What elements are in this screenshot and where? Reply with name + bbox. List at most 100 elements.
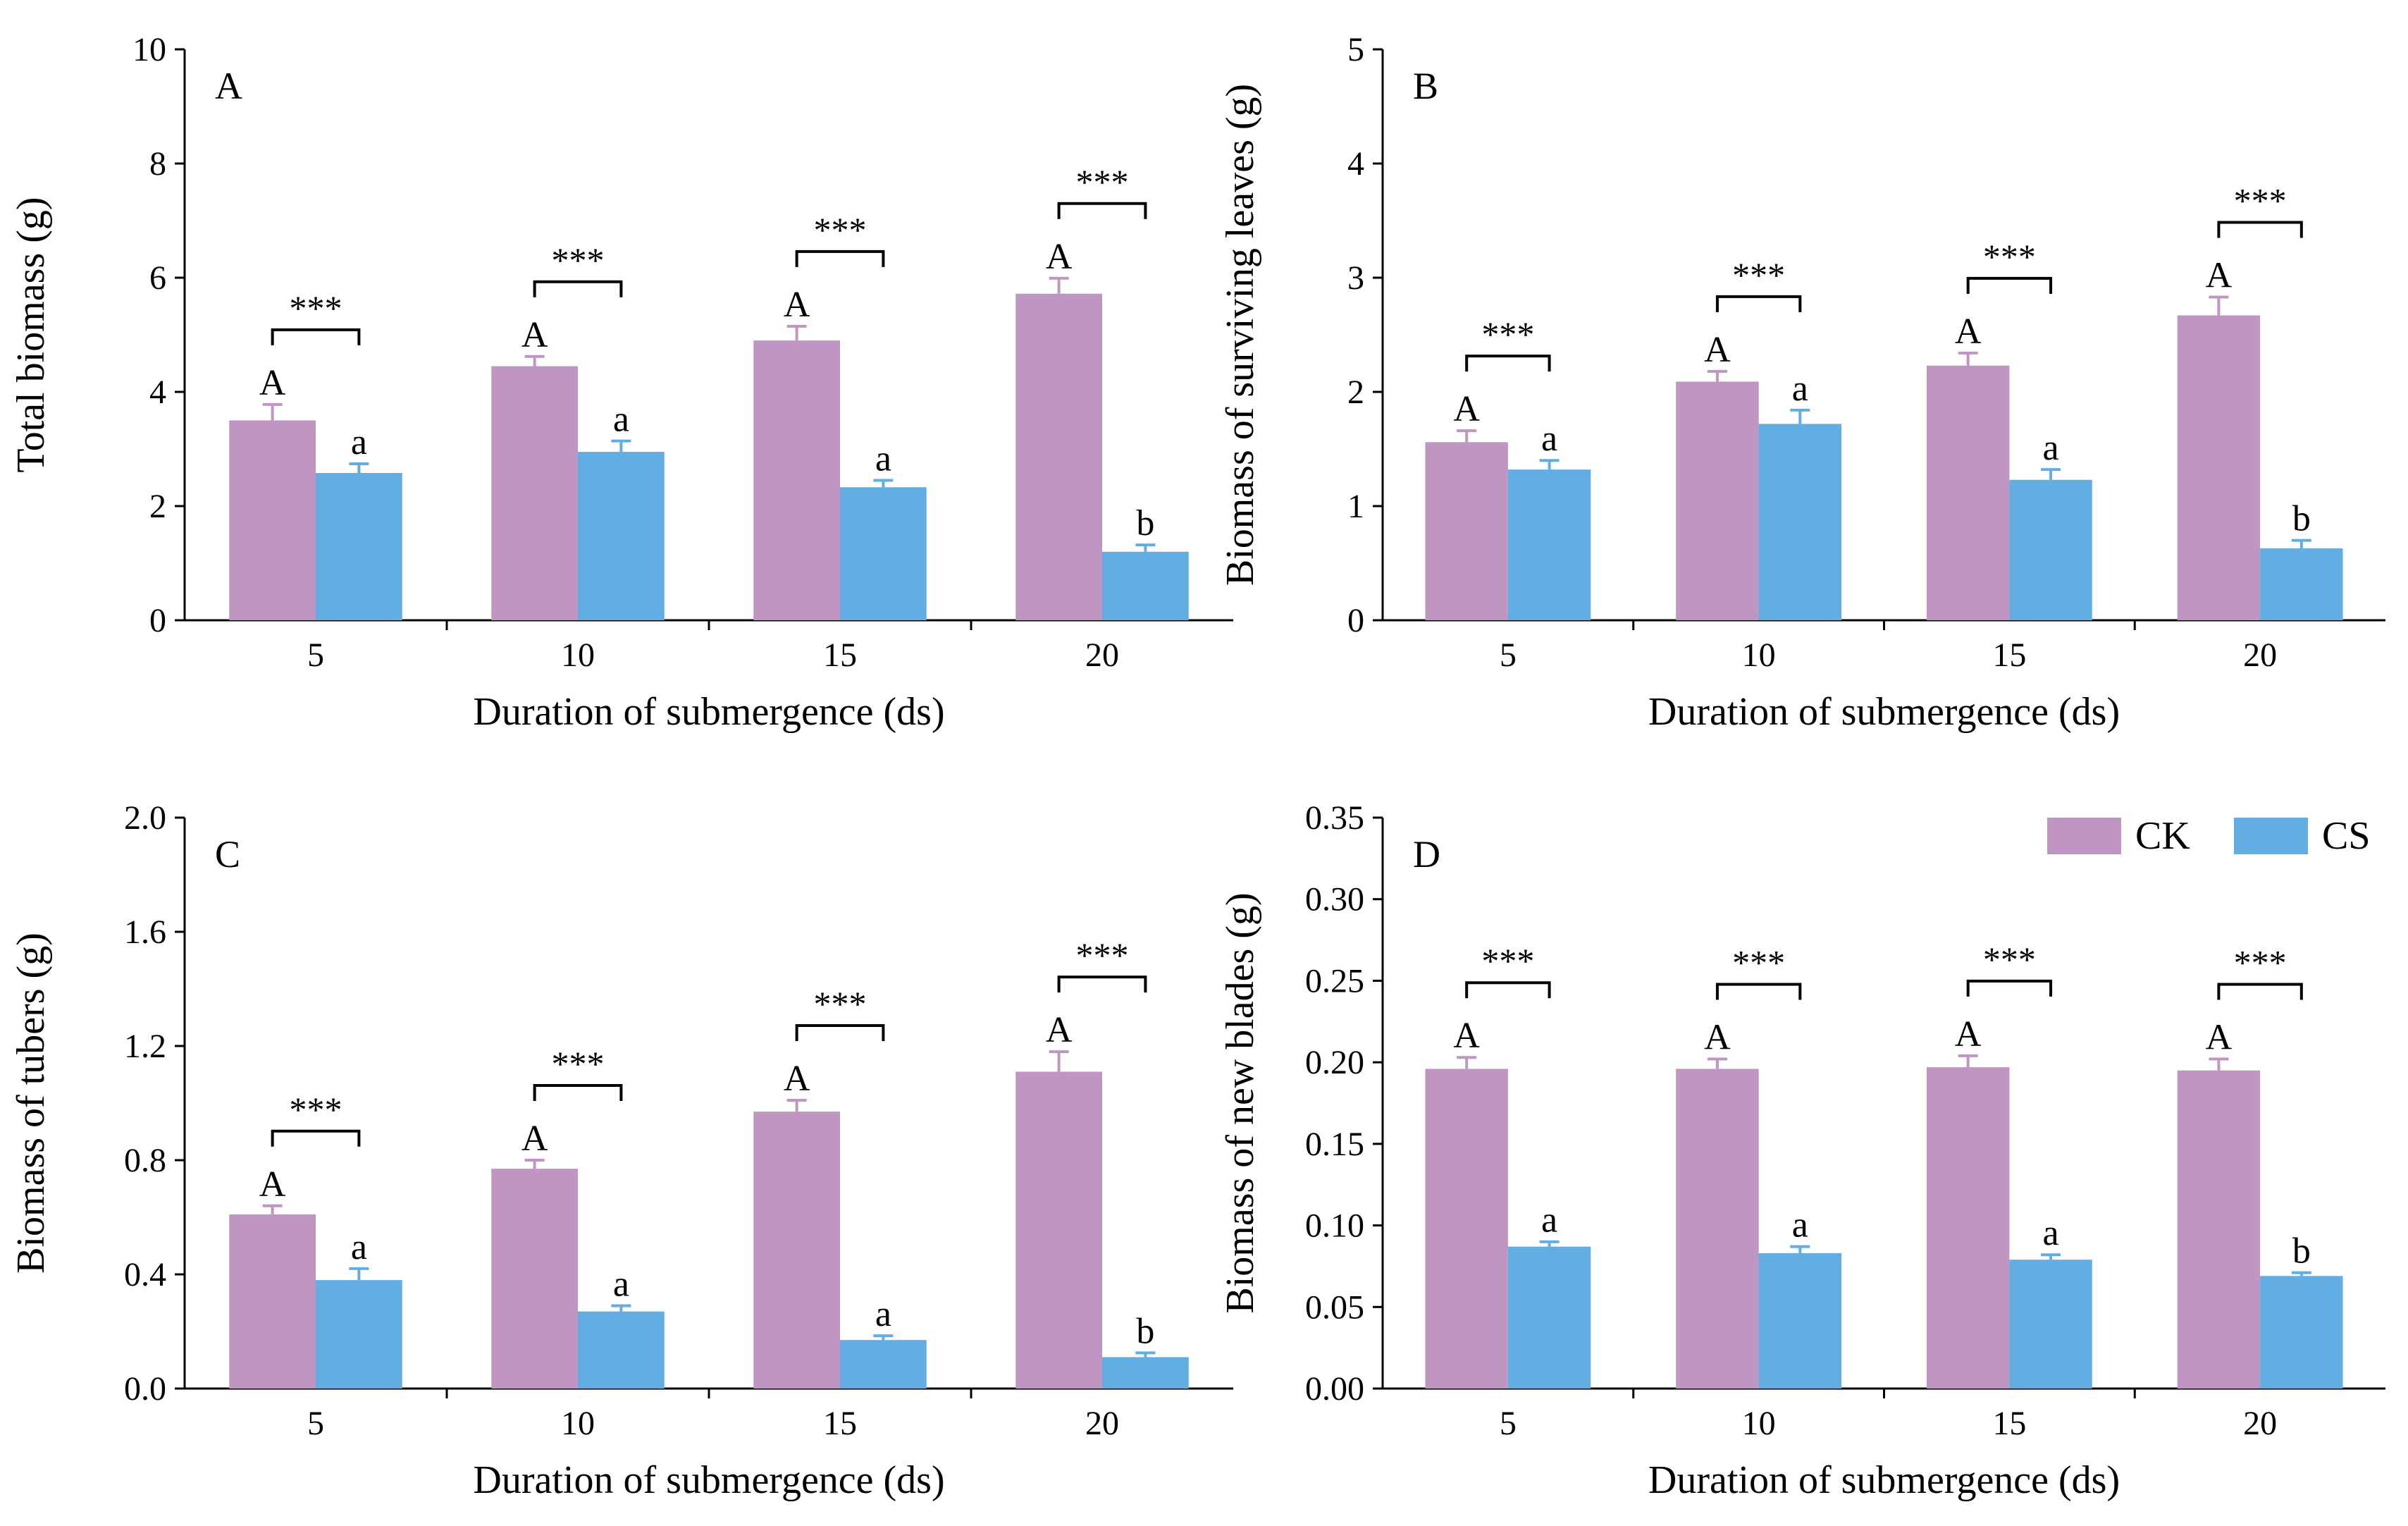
panel-a-significance-bracket: [1057, 202, 1147, 219]
panel-c-bar-cs-10: [578, 1311, 665, 1389]
panel-a-x-axis-label: Duration of submergence (ds): [473, 690, 944, 734]
panel-b-letter-ck: A: [1453, 389, 1480, 429]
panel-b-significance-bracket: [1715, 295, 1802, 312]
panel-a-letter-ck: A: [521, 315, 548, 355]
panel-a-letter-cs: a: [351, 422, 367, 462]
panel-c-letter-ck: A: [259, 1164, 286, 1205]
panel-b-letter-cs: a: [1792, 369, 1808, 409]
panel-c-x-tick-label: 10: [561, 1405, 595, 1442]
panel-d-letter-ck: A: [1453, 1016, 1480, 1056]
panel-c-letter-cs: b: [1136, 1311, 1154, 1351]
panel-c-significance-bracket: [795, 1023, 885, 1041]
panel-c-x-tick-label: 15: [823, 1405, 857, 1442]
panel-b-y-tick-label: 1: [1347, 488, 1364, 525]
panel-a-significance-bracket: [533, 280, 623, 297]
panel-a-bar-ck-10: [491, 366, 578, 620]
panel-b-y-tick-label: 2: [1347, 374, 1364, 411]
panel-c-significance-bracket: [1057, 976, 1147, 993]
panel-d-significance-label: ***: [1983, 940, 2036, 979]
panel-a: 02468105Aa***10Aa***15Aa***20Ab***ADurat…: [9, 31, 1233, 734]
panel-a-significance-label: ***: [552, 240, 605, 280]
panel-a-significance-bracket: [271, 328, 361, 345]
panel-a-y-tick-label: 10: [132, 31, 166, 68]
panel-c-y-tick-label: 1.6: [124, 913, 166, 951]
panel-b-bar-cs-20: [2260, 548, 2343, 620]
panel-c-y-axis-label: Biomass of tubers (g): [9, 933, 53, 1274]
panel-d: 0.00 0.05 0.10 0.15 0.20 0.25 0.30 0.35 5 Aa *** 10…: [1218, 799, 2385, 1502]
panel-b-x-axis-label: Duration of submergence (ds): [1648, 690, 2120, 734]
panel-d-bar-ck-15: [1926, 1067, 2010, 1389]
legend-ck-swatch: [2047, 818, 2121, 854]
panel-a-bar-cs-15: [840, 487, 927, 620]
panel-c-significance-bracket: [271, 1129, 361, 1147]
legend: CK CS: [2047, 814, 2371, 858]
panel-a-significance-label: ***: [290, 288, 342, 328]
panel-c-letter-cs: a: [613, 1265, 629, 1305]
panel-d-x-tick-label: 5: [1500, 1405, 1517, 1442]
panel-a-y-tick-label: 6: [149, 259, 166, 297]
panel-a-bar-cs-10: [578, 452, 665, 620]
panel-d-y-tick-label: 0.05: [1305, 1288, 1364, 1326]
panel-a-letter-cs: a: [875, 439, 891, 479]
legend-cs-swatch: [2234, 818, 2308, 854]
panel-a-y-tick-label: 8: [149, 145, 166, 183]
panel-c-significance-label: ***: [290, 1090, 342, 1129]
panel-d-y-tick-label: 0.15: [1305, 1126, 1364, 1163]
panel-d-label: D: [1413, 833, 1440, 875]
panel-b-x-tick-label: 10: [1742, 636, 1776, 674]
panel-d-letter-ck: A: [1955, 1014, 1982, 1054]
panel-c-bar-ck-5: [229, 1214, 316, 1389]
panel-d-significance-bracket: [1966, 979, 2053, 997]
panel-d-significance-label: ***: [1481, 941, 1534, 980]
panel-d-letter-ck: A: [1704, 1018, 1731, 1058]
panel-d-y-tick-label: 0.25: [1305, 962, 1364, 999]
panel-c-y-tick-label: 0.0: [124, 1370, 166, 1408]
panel-c-letter-ck: A: [1046, 1010, 1073, 1050]
panel-b-y-tick-label: 0: [1347, 602, 1364, 639]
panel-d-y-tick-label: 0.00: [1305, 1370, 1364, 1408]
panel-c-x-axis-label: Duration of submergence (ds): [473, 1458, 944, 1502]
panel-b-x-tick-label: 20: [2243, 636, 2277, 674]
panel-b-bar-ck-20: [2177, 315, 2261, 620]
panel-b-bar-cs-5: [1507, 469, 1591, 620]
panel-c-y-tick-label: 1.2: [124, 1028, 166, 1065]
panel-a-significance-label: ***: [814, 210, 867, 250]
panel-c-x-tick-label: 20: [1085, 1405, 1119, 1442]
panel-b-x-tick-label: 5: [1500, 636, 1517, 674]
panel-d-letter-cs: a: [2043, 1213, 2059, 1253]
panel-c-letter-cs: a: [875, 1294, 891, 1334]
panel-b-significance-label: ***: [1732, 255, 1785, 295]
panel-d-y-tick-label: 0.30: [1305, 881, 1364, 918]
legend-cs-label: CS: [2322, 814, 2371, 858]
panel-c-significance-bracket: [533, 1084, 623, 1101]
panel-c-bar-cs-20: [1102, 1357, 1189, 1389]
panel-d-y-tick-label: 0.10: [1305, 1207, 1364, 1245]
panel-c-significance-label: ***: [552, 1044, 605, 1083]
panel-b-bar-ck-10: [1676, 381, 1759, 620]
panel-d-significance-label: ***: [2234, 943, 2287, 983]
panel-a-label: A: [215, 65, 242, 107]
panel-b: 0 1 2 3 4 5 5 Aa *** 10 Aa *** 15 Aa *** 20 Ab *** B Durati…: [1218, 31, 2385, 734]
panel-b-bar-ck-15: [1926, 365, 2010, 620]
panel-d-letter-ck: A: [2206, 1018, 2233, 1058]
panel-b-letter-cs: a: [2043, 428, 2059, 468]
panel-c-significance-label: ***: [1076, 935, 1129, 975]
panel-d-significance-bracket: [1465, 981, 1551, 999]
panel-a-y-tick-label: 0: [149, 602, 166, 639]
panel-c-letter-ck: A: [784, 1059, 810, 1099]
panel-d-x-tick-label: 20: [2243, 1405, 2277, 1442]
panel-a-x-tick-label: 20: [1085, 636, 1119, 674]
panel-b-y-axis-label: Biomass of surviving leaves (g): [1218, 84, 1262, 586]
panel-b-letter-ck: A: [1955, 312, 1982, 352]
panel-c-y-tick-label: 0.4: [124, 1256, 166, 1293]
panel-d-letter-cs: a: [1541, 1200, 1557, 1241]
panel-b-significance-label: ***: [1481, 314, 1534, 354]
panel-c-bar-ck-10: [491, 1169, 578, 1389]
panel-d-x-tick-label: 15: [1992, 1405, 2026, 1442]
panel-d-significance-bracket: [1715, 983, 1802, 1000]
panel-b-y-tick-label: 3: [1347, 259, 1364, 297]
panel-b-letter-ck: A: [1704, 330, 1731, 370]
panel-a-letter-ck: A: [1046, 237, 1073, 277]
panel-d-y-axis-label: Biomass of new blades (g): [1218, 892, 1262, 1313]
panel-c-significance-label: ***: [814, 984, 867, 1023]
